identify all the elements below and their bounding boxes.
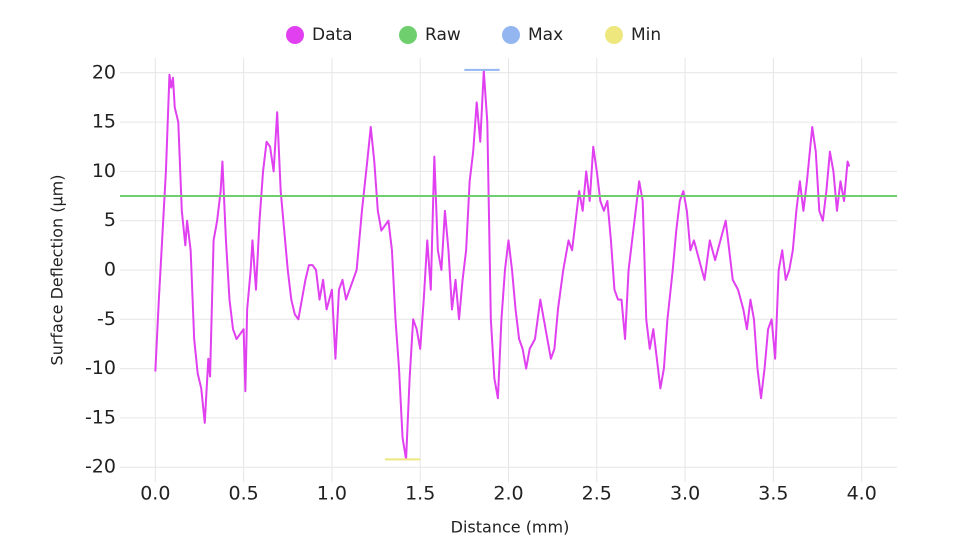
- x-tick-label: 3.0: [670, 483, 700, 505]
- y-tick-label: 10: [92, 160, 116, 182]
- x-tick-label: 1.0: [317, 483, 347, 505]
- y-tick-label: 0: [104, 259, 116, 281]
- legend-label: Max: [528, 25, 563, 45]
- x-tick-label: 4.0: [847, 483, 877, 505]
- x-axis-label: Distance (mm): [451, 518, 570, 537]
- y-axis-label: Surface Deflection (μm): [48, 175, 67, 366]
- x-tick-label: 1.5: [405, 483, 435, 505]
- y-tick-label: 15: [92, 111, 116, 133]
- legend-label: Min: [631, 25, 661, 45]
- y-tick-label: 20: [92, 61, 116, 83]
- legend-marker: [399, 26, 417, 44]
- x-tick-label: 0.5: [229, 483, 259, 505]
- y-tick-label: 5: [104, 209, 116, 231]
- legend-marker: [605, 26, 623, 44]
- y-tick-label: -10: [85, 357, 116, 379]
- y-tick-label: -20: [85, 456, 116, 478]
- series-line: [154, 69, 851, 461]
- legend-marker: [502, 26, 520, 44]
- x-tick-label: 2.0: [493, 483, 523, 505]
- x-tick-label: 2.5: [582, 483, 612, 505]
- y-tick-label: -5: [97, 308, 116, 330]
- y-tick-label: -15: [85, 406, 116, 428]
- x-tick-label: 3.5: [758, 483, 788, 505]
- x-tick-label: 0.0: [140, 483, 170, 505]
- legend-marker: [286, 26, 304, 44]
- legend-label: Raw: [425, 25, 461, 45]
- legend-label: Data: [312, 25, 353, 45]
